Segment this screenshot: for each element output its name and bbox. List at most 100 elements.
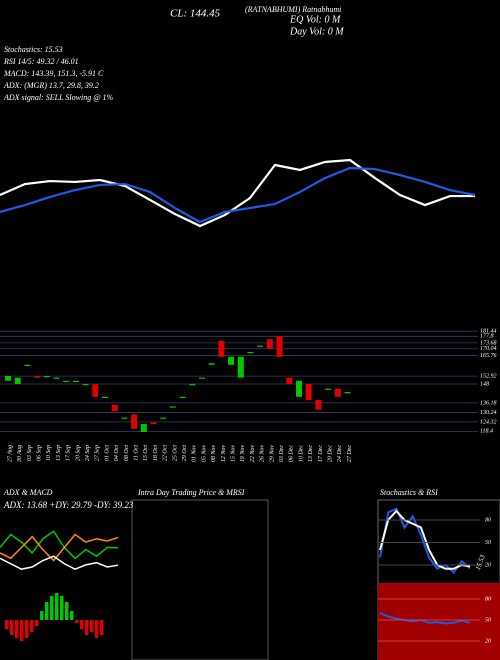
candle [72, 380, 79, 382]
macd-bar [5, 620, 9, 629]
x-tick-label: 22 Nov [250, 445, 256, 463]
macd-bar [50, 596, 54, 620]
candle [266, 339, 273, 349]
x-tick-label: 10 Dec [298, 445, 304, 462]
x-tick-label: 24 Sep [84, 445, 91, 461]
x-tick-label: 13 Dec [308, 445, 314, 462]
macd-bar [60, 596, 64, 620]
line-series [0, 530, 119, 560]
macd-bar [85, 620, 89, 635]
x-tick-label: 18 Oct [153, 445, 159, 461]
x-tick-label: 17 Sep [66, 445, 72, 461]
x-tick-label: 03 Dec [279, 445, 285, 462]
candle [344, 392, 351, 394]
y-tick-label: 50 [485, 540, 491, 546]
line-series [0, 158, 475, 228]
x-tick-label: 08 Nov [211, 445, 217, 463]
macd-bar [15, 620, 19, 638]
day-vol: Day Vol: 0 M [289, 26, 344, 37]
line-series [0, 166, 476, 224]
x-tick-label: 15 Oct [143, 445, 149, 461]
x-tick-label: 24 Dec [336, 445, 343, 462]
candle [102, 396, 108, 398]
info: ADX: (MGR) 13.7, 29.8, 39.2 [3, 81, 99, 90]
macd-bar [30, 620, 34, 632]
candle [237, 356, 244, 378]
macd-bar [70, 611, 74, 620]
x-tick-label: 17 Dec [318, 445, 324, 462]
y-tick-label: 118.4 [480, 428, 493, 435]
x-tick-label: 15 Nov [230, 445, 236, 463]
macd-bar [95, 620, 99, 638]
y-tick-label: 20 [485, 638, 491, 644]
x-tick-label: 29 Oct [182, 445, 188, 461]
x-tick-label: 27 Aug [7, 445, 13, 462]
y-tick-label: 136.18 [480, 400, 497, 406]
candle [208, 363, 215, 365]
x-tick-label: 29 Nov [269, 445, 275, 463]
y-tick-label: 124.32 [480, 418, 497, 425]
info: Stochastics: 15.53 [4, 45, 63, 54]
x-tick-label: 08 Oct [124, 445, 130, 461]
candle [53, 377, 60, 379]
x-tick-label: 01 Oct [104, 445, 110, 461]
candle [218, 340, 225, 357]
candle [82, 384, 89, 386]
y-tick-label: 165.76 [480, 353, 497, 359]
x-tick-label: 13 Sep [56, 445, 62, 461]
candle [199, 377, 205, 379]
candle [111, 404, 118, 412]
x-tick-label: 25 Oct [172, 445, 178, 461]
candle [131, 414, 138, 429]
candle [14, 377, 21, 384]
macd-bar [40, 611, 44, 620]
y-tick-label: 170.04 [480, 345, 497, 352]
candle [228, 356, 235, 365]
line-series [0, 533, 119, 562]
x-tick-label: 04 Oct [113, 445, 120, 461]
candle [43, 376, 50, 378]
x-tick-label: 11 Oct [133, 445, 139, 461]
x-tick-label: 06 Sep [36, 445, 42, 461]
candle [325, 388, 332, 390]
macd-bar [20, 620, 24, 641]
candle [276, 336, 283, 357]
candle [257, 345, 264, 347]
x-tick-label: 27 Sep [95, 445, 101, 461]
candle [286, 377, 293, 384]
candle [150, 422, 157, 424]
candle [305, 384, 312, 400]
macd-bar [10, 620, 14, 635]
y-tick-label: 152.92 [480, 374, 497, 380]
x-tick-label: 05 Nov [201, 445, 207, 463]
y-tick-label: 177.8 [480, 334, 494, 340]
info: MACD: 143.39, 151.3, -5.91 C [3, 69, 104, 78]
macd-bar [65, 602, 69, 620]
x-tick-label: 30 Aug [17, 445, 23, 463]
x-tick-label: 06 Dec [289, 445, 295, 462]
eq-vol: EQ Vol: 0 M [289, 14, 341, 25]
macd-bar [100, 620, 104, 635]
candle [34, 376, 41, 378]
candle [92, 384, 99, 397]
macd-bar [80, 620, 84, 629]
line-series [379, 509, 471, 570]
candle [160, 417, 167, 419]
x-tick-label: 01 Nov [192, 445, 198, 463]
x-tick-label: 10 Sep [46, 445, 52, 461]
y-tick-label: 181.44 [480, 328, 497, 335]
candle [63, 380, 70, 382]
symbol: (RATNABHUMI) Ratnabhumi [245, 5, 341, 14]
close: CL: 144.45 [170, 8, 221, 20]
y-tick-label: 50 [485, 617, 491, 623]
panel-title: Intra Day Trading Price & MRSI [137, 488, 245, 497]
candle [179, 396, 186, 398]
y-tick-label: 173.68 [480, 340, 497, 346]
line-series [379, 612, 471, 625]
y-tick-label: 130.24 [480, 409, 497, 416]
x-tick-label: 19 Nov [240, 445, 246, 463]
candle [189, 384, 196, 386]
candle [315, 400, 322, 410]
x-tick-label: 22 Oct [163, 445, 169, 461]
x-tick-label: 20 Sep [75, 445, 81, 461]
